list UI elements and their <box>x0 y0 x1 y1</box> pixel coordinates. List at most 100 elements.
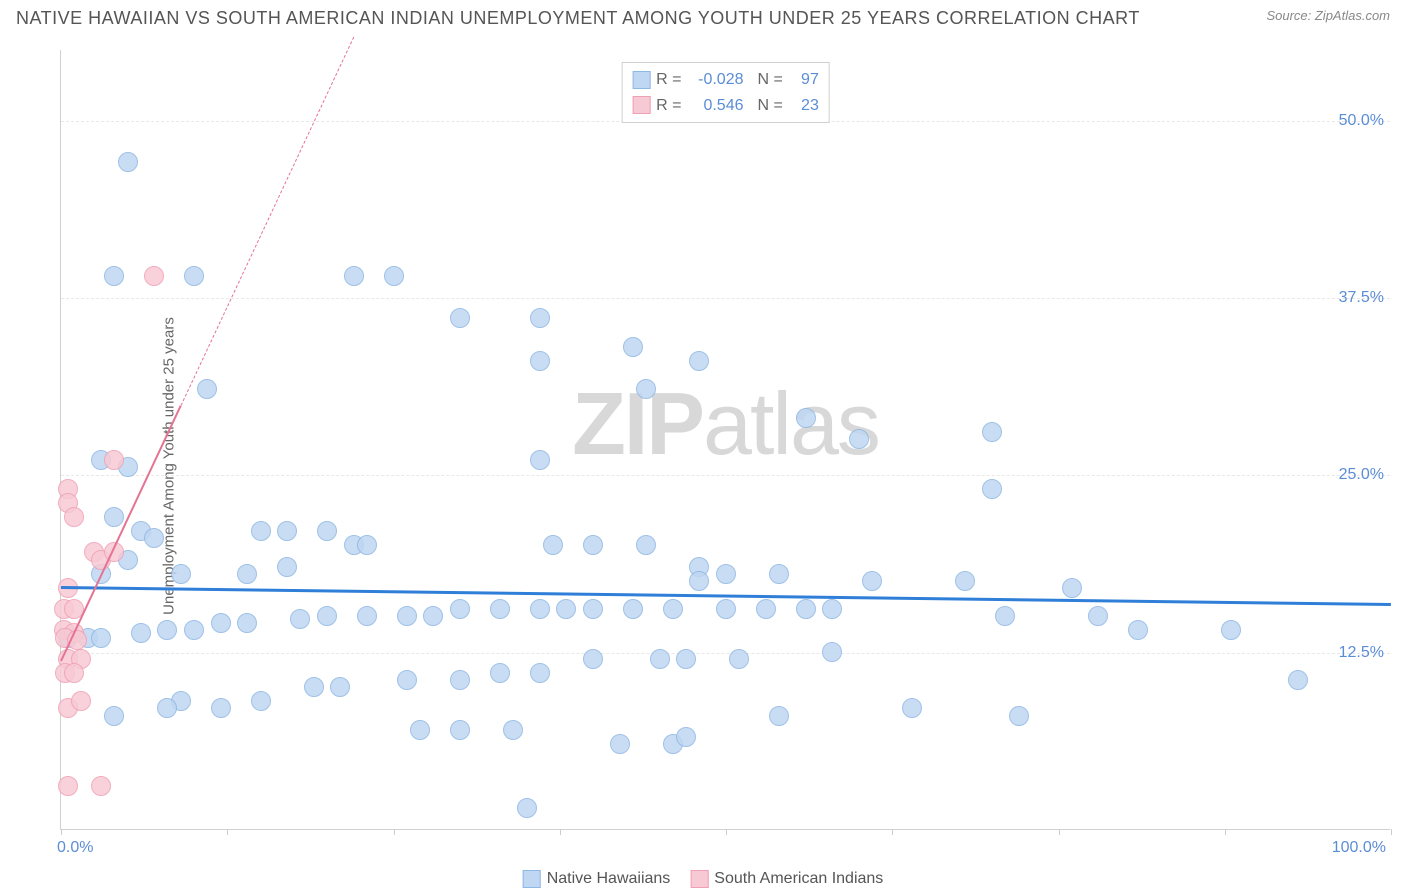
watermark: ZIPatlas <box>572 373 879 475</box>
data-point <box>450 308 470 328</box>
x-tick <box>1059 829 1060 835</box>
data-point <box>1088 606 1108 626</box>
data-point <box>184 266 204 286</box>
data-point <box>251 691 271 711</box>
chart-title: NATIVE HAWAIIAN VS SOUTH AMERICAN INDIAN… <box>16 8 1140 29</box>
data-point <box>530 450 550 470</box>
x-tick <box>1225 829 1226 835</box>
data-point <box>1288 670 1308 690</box>
data-point <box>583 599 603 619</box>
n-value-native: 97 <box>789 67 819 93</box>
x-tick-label: 0.0% <box>57 839 93 857</box>
data-point <box>397 606 417 626</box>
x-tick <box>726 829 727 835</box>
data-point <box>769 706 789 726</box>
data-point <box>71 691 91 711</box>
data-point <box>104 266 124 286</box>
data-point <box>58 776 78 796</box>
data-point <box>157 620 177 640</box>
data-point <box>450 670 470 690</box>
x-tick <box>560 829 561 835</box>
legend-item-south: South American Indians <box>690 870 883 888</box>
x-tick <box>892 829 893 835</box>
source-attribution: Source: ZipAtlas.com <box>1266 8 1390 23</box>
data-point <box>91 776 111 796</box>
x-tick-label: 100.0% <box>1332 839 1386 857</box>
data-point <box>530 599 550 619</box>
data-point <box>357 606 377 626</box>
data-point <box>490 599 510 619</box>
swatch-south <box>632 96 650 114</box>
data-point <box>64 663 84 683</box>
x-tick <box>61 829 62 835</box>
x-tick <box>1391 829 1392 835</box>
data-point <box>676 727 696 747</box>
data-point <box>157 698 177 718</box>
legend-swatch-native <box>523 870 541 888</box>
y-tick-label: 25.0% <box>1324 466 1384 484</box>
regression-line <box>180 36 354 405</box>
data-point <box>689 351 709 371</box>
data-point <box>397 670 417 690</box>
data-point <box>822 599 842 619</box>
x-tick <box>394 829 395 835</box>
n-label-2: N = <box>758 93 783 119</box>
plot-area: ZIPatlas R = -0.028 N = 97 R = 0.546 N =… <box>60 50 1390 830</box>
data-point <box>197 379 217 399</box>
data-point <box>689 571 709 591</box>
data-point <box>862 571 882 591</box>
data-point <box>277 557 297 577</box>
data-point <box>1009 706 1029 726</box>
data-point <box>530 663 550 683</box>
data-point <box>1128 620 1148 640</box>
data-point <box>290 609 310 629</box>
data-point <box>104 450 124 470</box>
data-point <box>822 642 842 662</box>
data-point <box>450 599 470 619</box>
data-point <box>317 521 337 541</box>
data-point <box>184 620 204 640</box>
data-point <box>583 535 603 555</box>
data-point <box>423 606 443 626</box>
data-point <box>650 649 670 669</box>
data-point <box>277 521 297 541</box>
data-point <box>530 351 550 371</box>
bottom-legend: Native Hawaiians South American Indians <box>523 870 884 888</box>
legend-label-native: Native Hawaiians <box>547 870 671 888</box>
data-point <box>237 613 257 633</box>
data-point <box>583 649 603 669</box>
x-tick <box>227 829 228 835</box>
data-point <box>729 649 749 669</box>
data-point <box>902 698 922 718</box>
data-point <box>104 507 124 527</box>
data-point <box>410 720 430 740</box>
data-point <box>995 606 1015 626</box>
data-point <box>663 599 683 619</box>
data-point <box>769 564 789 584</box>
data-point <box>610 734 630 754</box>
data-point <box>144 528 164 548</box>
r-value-south: 0.546 <box>688 93 744 119</box>
data-point <box>796 408 816 428</box>
data-point <box>237 564 257 584</box>
data-point <box>330 677 350 697</box>
data-point <box>982 422 1002 442</box>
data-point <box>317 606 337 626</box>
data-point <box>716 564 736 584</box>
data-point <box>955 571 975 591</box>
legend-item-native: Native Hawaiians <box>523 870 671 888</box>
data-point <box>118 152 138 172</box>
legend-swatch-south <box>690 870 708 888</box>
data-point <box>796 599 816 619</box>
data-point <box>756 599 776 619</box>
n-label: N = <box>758 67 783 93</box>
data-point <box>556 599 576 619</box>
data-point <box>144 266 164 286</box>
data-point <box>517 798 537 818</box>
y-tick-label: 37.5% <box>1324 289 1384 307</box>
r-value-native: -0.028 <box>688 67 744 93</box>
y-tick-label: 50.0% <box>1324 112 1384 130</box>
legend-label-south: South American Indians <box>714 870 883 888</box>
y-tick-label: 12.5% <box>1324 644 1384 662</box>
stats-row-south: R = 0.546 N = 23 <box>632 93 819 119</box>
